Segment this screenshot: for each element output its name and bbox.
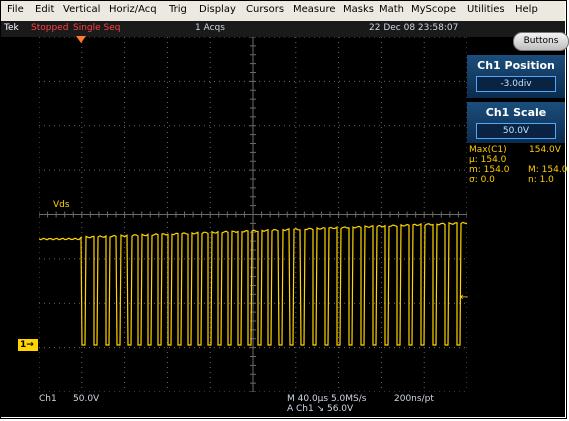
meas-count: n: 1.0 <box>528 175 554 185</box>
meas-sigma: σ: 0.0 <box>469 175 495 185</box>
acq-count: 1 Acqs <box>195 23 225 33</box>
meas-max-value: 154.0V <box>529 145 561 155</box>
channel-scale: 50.0V <box>73 394 100 404</box>
menu-horiz-acq[interactable]: Horiz/Acq <box>109 4 157 15</box>
meas-mean: µ: 154.0 <box>469 155 507 165</box>
buttons-button[interactable]: Buttons <box>513 32 569 51</box>
ch1-position-value[interactable]: -3.0div <box>476 76 556 92</box>
trigger-setting: A Ch1 ↘ 56.0V <box>287 404 354 414</box>
resolution: 200ns/pt <box>394 394 434 404</box>
menu-vertical[interactable]: Vertical <box>63 4 101 15</box>
trigger-position-icon <box>76 36 86 43</box>
channel1-marker-icon[interactable]: 1→ <box>18 339 38 351</box>
menu-myscope[interactable]: MyScope <box>411 4 457 15</box>
menu-display[interactable]: Display <box>199 4 236 15</box>
graticule[interactable] <box>39 37 467 392</box>
meas-max-label: Max(C1) <box>469 145 507 155</box>
menu-file[interactable]: File <box>7 4 24 15</box>
ch1-position-title: Ch1 Position <box>477 59 555 72</box>
menu-utilities[interactable]: Utilities <box>467 4 505 15</box>
menu-bar: File Edit Vertical Horiz/Acq Trig Displa… <box>1 1 565 22</box>
menu-measure[interactable]: Measure <box>293 4 336 15</box>
acq-state: Stopped <box>31 23 69 33</box>
ch1-scale-value[interactable]: 50.0V <box>476 123 556 139</box>
menu-edit[interactable]: Edit <box>35 4 55 15</box>
channel-label: Ch1 <box>39 394 57 404</box>
scope-display: Tek Stopped Single Seq 1 Acqs 22 Dec 08 … <box>1 21 569 417</box>
trace-label: Vds <box>53 200 70 210</box>
menu-cursors[interactable]: Cursors <box>246 4 285 15</box>
meas-max-stat: M: 154.0 <box>528 165 568 175</box>
menu-trig[interactable]: Trig <box>169 4 187 15</box>
brand-label: Tek <box>4 23 19 33</box>
menu-masks[interactable]: Masks <box>343 4 374 15</box>
timebase: M 40.0µs 5.0MS/s <box>287 394 367 404</box>
status-bar: Tek Stopped Single Seq 1 Acqs 22 Dec 08 … <box>1 21 565 37</box>
acq-mode: Single Seq <box>73 23 121 33</box>
trigger-level-icon: ← <box>460 292 469 303</box>
datetime: 22 Dec 08 23:58:07 <box>369 23 459 33</box>
meas-min: m: 154.0 <box>469 165 510 175</box>
ch1-scale-panel[interactable]: Ch1 Scale 50.0V <box>467 102 565 143</box>
ch1-scale-title: Ch1 Scale <box>485 106 547 119</box>
menu-help[interactable]: Help <box>515 4 538 15</box>
graticule-svg <box>39 37 467 392</box>
menu-math[interactable]: Math <box>379 4 405 15</box>
ch1-position-panel[interactable]: Ch1 Position -3.0div <box>467 55 565 98</box>
waveform-trace <box>39 221 467 346</box>
